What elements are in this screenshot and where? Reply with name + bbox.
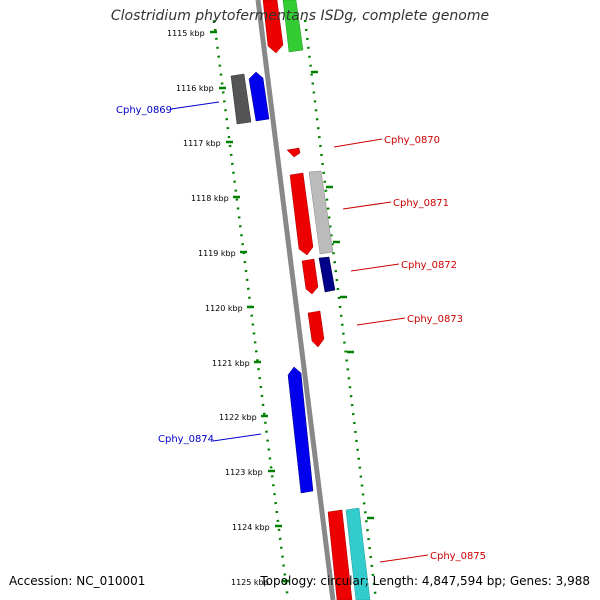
gene-label-cphy-0873[interactable]: Cphy_0873 xyxy=(407,314,463,325)
genome-summary-text: Topology: circular; Length: 4,847,594 bp… xyxy=(260,574,590,588)
gene-0872-forward-red[interactable] xyxy=(301,258,319,295)
genome-backbone xyxy=(255,0,336,600)
outer-dotted-track xyxy=(303,19,378,600)
gene-green[interactable] xyxy=(282,0,304,53)
gene-0871-gray[interactable] xyxy=(308,170,334,255)
gene-0874-reverse-blue[interactable] xyxy=(287,366,314,494)
tick-label: 1116 kbp xyxy=(176,84,214,93)
tick-label: 1125 kbp xyxy=(231,578,269,587)
leader-line xyxy=(379,554,429,563)
accession-text: Accession: NC_010001 xyxy=(9,574,146,588)
tick-label: 1123 kbp xyxy=(225,468,263,477)
leader-lines xyxy=(170,101,429,563)
gene-dark-gray[interactable] xyxy=(230,73,252,125)
leader-line xyxy=(212,433,262,442)
outer-tick-marks xyxy=(311,70,374,520)
tick-label: 1115 kbp xyxy=(167,29,205,38)
gene-0875-forward-red[interactable] xyxy=(327,509,353,600)
leader-line xyxy=(333,138,383,148)
tick-label: 1122 kbp xyxy=(219,413,257,422)
leader-line xyxy=(342,201,392,210)
tick-label: 1124 kbp xyxy=(232,523,270,532)
gene-label-cphy-0870[interactable]: Cphy_0870 xyxy=(384,135,440,146)
tick-label: 1121 kbp xyxy=(212,359,250,368)
gene-label-cphy-0869[interactable]: Cphy_0869 xyxy=(116,105,172,116)
gene-label-cphy-0871[interactable]: Cphy_0871 xyxy=(393,198,449,209)
gene-cyan[interactable] xyxy=(345,507,371,600)
tick-label: 1117 kbp xyxy=(183,139,221,148)
gene-0871-forward-red[interactable] xyxy=(289,172,314,256)
gene-label-cphy-0875[interactable]: Cphy_0875 xyxy=(430,551,486,562)
tick-label: 1118 kbp xyxy=(191,194,229,203)
gene-label-cphy-0874[interactable]: Cphy_0874 xyxy=(158,434,214,445)
gene-0873-forward-red[interactable] xyxy=(307,310,325,348)
gene-forward-red[interactable] xyxy=(262,0,284,54)
gene-0870-forward-red[interactable] xyxy=(286,147,301,158)
inner-dotted-track xyxy=(212,19,290,600)
leader-line xyxy=(356,317,406,326)
gene-features xyxy=(230,0,371,600)
tick-label: 1119 kbp xyxy=(198,249,236,258)
leader-line xyxy=(170,101,220,110)
leader-line xyxy=(350,263,400,272)
map-title: Clostridium phytofermentans ISDg, comple… xyxy=(110,8,490,24)
tick-label: 1120 kbp xyxy=(205,304,243,313)
gene-0872-navy[interactable] xyxy=(318,256,336,293)
gene-label-cphy-0872[interactable]: Cphy_0872 xyxy=(401,260,457,271)
gene-0869-reverse-blue[interactable] xyxy=(248,71,270,122)
tick-marks xyxy=(210,30,289,583)
